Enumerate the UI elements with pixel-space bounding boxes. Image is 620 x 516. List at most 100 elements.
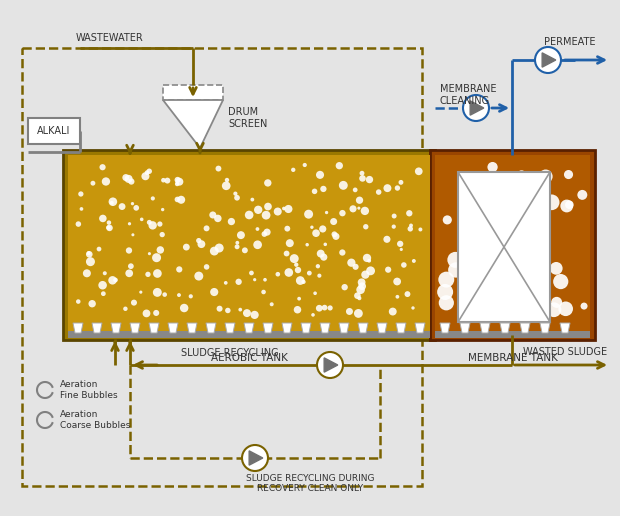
Bar: [22, 48, 422, 486]
Circle shape: [285, 268, 293, 277]
Circle shape: [577, 190, 587, 200]
Circle shape: [418, 228, 422, 232]
Circle shape: [310, 225, 314, 229]
Circle shape: [294, 263, 298, 267]
Text: WASTED SLUDGE: WASTED SLUDGE: [523, 347, 607, 357]
Circle shape: [228, 218, 235, 225]
Circle shape: [99, 215, 107, 222]
Circle shape: [83, 269, 91, 277]
Circle shape: [198, 240, 205, 248]
Circle shape: [460, 206, 468, 213]
Circle shape: [152, 253, 161, 262]
Circle shape: [357, 296, 361, 300]
Circle shape: [291, 168, 295, 172]
Circle shape: [541, 230, 549, 238]
Circle shape: [437, 284, 453, 300]
Polygon shape: [470, 101, 484, 115]
Circle shape: [356, 197, 363, 204]
Circle shape: [183, 244, 190, 250]
Circle shape: [476, 217, 484, 225]
Circle shape: [164, 178, 171, 184]
Circle shape: [466, 172, 474, 181]
Circle shape: [86, 251, 92, 257]
Circle shape: [357, 206, 360, 209]
Circle shape: [243, 309, 251, 317]
Circle shape: [236, 279, 242, 285]
Circle shape: [358, 282, 366, 290]
Circle shape: [224, 281, 228, 285]
Circle shape: [234, 195, 240, 201]
Circle shape: [361, 270, 370, 279]
Polygon shape: [73, 323, 83, 333]
Circle shape: [128, 222, 131, 225]
Circle shape: [525, 301, 540, 316]
Circle shape: [140, 218, 143, 221]
Circle shape: [580, 302, 588, 310]
Circle shape: [544, 195, 559, 210]
Circle shape: [128, 179, 135, 185]
Circle shape: [551, 297, 562, 308]
Text: Aeration
Coarse Bubbles: Aeration Coarse Bubbles: [60, 410, 130, 430]
Circle shape: [151, 197, 155, 201]
Circle shape: [516, 249, 526, 259]
Circle shape: [339, 249, 345, 255]
Circle shape: [324, 243, 327, 246]
Circle shape: [516, 170, 526, 180]
Circle shape: [159, 232, 165, 237]
Polygon shape: [324, 358, 338, 372]
Circle shape: [354, 309, 363, 318]
Circle shape: [409, 223, 413, 228]
Circle shape: [89, 300, 96, 308]
Circle shape: [131, 233, 135, 236]
Circle shape: [140, 291, 143, 294]
Circle shape: [216, 305, 223, 312]
Circle shape: [87, 251, 91, 255]
Circle shape: [515, 182, 528, 195]
Circle shape: [512, 283, 526, 297]
Circle shape: [210, 288, 218, 296]
Circle shape: [161, 208, 164, 211]
Circle shape: [439, 295, 454, 311]
Text: AEROBIC TANK: AEROBIC TANK: [211, 353, 288, 363]
Circle shape: [520, 301, 536, 317]
Text: ALKALI: ALKALI: [37, 126, 71, 136]
Circle shape: [407, 226, 413, 232]
Circle shape: [143, 310, 151, 317]
Circle shape: [110, 201, 113, 205]
Circle shape: [367, 259, 371, 263]
Circle shape: [366, 266, 375, 275]
Circle shape: [222, 182, 231, 190]
Circle shape: [145, 272, 151, 277]
Circle shape: [113, 278, 118, 282]
Circle shape: [297, 297, 301, 300]
Polygon shape: [500, 323, 510, 333]
Circle shape: [321, 186, 327, 192]
Circle shape: [482, 231, 490, 240]
Circle shape: [396, 295, 399, 299]
Polygon shape: [377, 323, 387, 333]
Circle shape: [518, 273, 526, 282]
Circle shape: [78, 191, 84, 197]
Circle shape: [317, 352, 343, 378]
Circle shape: [342, 284, 348, 291]
Circle shape: [210, 247, 219, 255]
Circle shape: [194, 271, 203, 281]
Bar: [28, 118, 80, 144]
Circle shape: [264, 203, 272, 211]
Circle shape: [215, 244, 224, 252]
Circle shape: [176, 266, 182, 272]
Circle shape: [106, 225, 110, 230]
Circle shape: [175, 197, 180, 202]
Circle shape: [133, 205, 139, 211]
Circle shape: [322, 305, 327, 311]
Circle shape: [529, 280, 544, 295]
Polygon shape: [320, 323, 330, 333]
Circle shape: [389, 308, 397, 315]
Circle shape: [204, 264, 210, 270]
Circle shape: [106, 224, 113, 231]
Circle shape: [353, 187, 358, 192]
Circle shape: [290, 254, 299, 263]
Circle shape: [500, 278, 508, 286]
Circle shape: [332, 231, 337, 237]
Circle shape: [474, 282, 482, 291]
